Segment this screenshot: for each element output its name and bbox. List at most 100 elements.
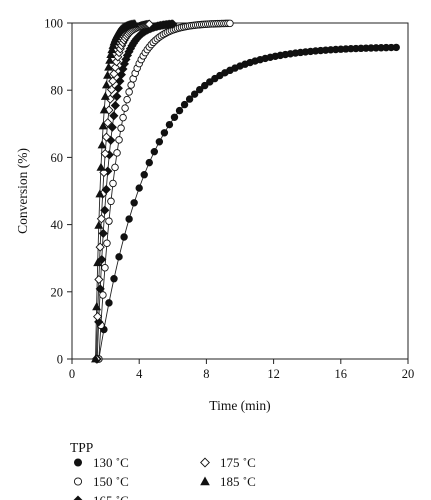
legend-entry: 130 ˚C (74, 455, 129, 470)
data-point (93, 311, 103, 322)
data-point (160, 129, 169, 137)
data-point (96, 162, 106, 171)
data-point (97, 140, 107, 149)
data-point (107, 45, 117, 54)
data-point (109, 179, 117, 188)
data-point (201, 81, 209, 90)
data-point (113, 149, 121, 157)
legend-label: 175 ˚C (220, 455, 256, 470)
data-point (206, 78, 214, 86)
x-tick-label: 20 (402, 367, 415, 381)
data-point (123, 95, 131, 104)
x-tick-label: 4 (136, 367, 143, 381)
y-axis-title: Conversion (%) (15, 148, 30, 234)
legend-marker (200, 457, 210, 468)
data-point (100, 91, 110, 100)
data-point (190, 90, 199, 98)
legend-marker (73, 477, 83, 486)
x-axis-title: Time (min) (209, 398, 270, 413)
data-point (105, 217, 113, 225)
data-point (155, 138, 164, 146)
series-point-group (91, 19, 140, 363)
legend-marker (73, 495, 83, 500)
legend-marker (74, 458, 83, 467)
data-point (112, 91, 122, 102)
x-tick-label: 12 (267, 367, 280, 381)
data-point (99, 105, 109, 114)
data-point (104, 105, 114, 115)
data-point (95, 284, 105, 294)
series-point-group (95, 19, 234, 363)
data-point (108, 76, 118, 86)
plot-axes (71, 22, 409, 360)
data-point (101, 80, 111, 89)
data-point (107, 197, 115, 206)
x-tick-label: 0 (69, 367, 75, 381)
data-point (392, 43, 400, 52)
data-point (105, 299, 113, 307)
data-point (125, 88, 133, 96)
data-point (180, 100, 189, 109)
legend-entry: 175 ˚C (200, 455, 256, 470)
y-tick-label: 100 (44, 17, 63, 31)
data-point (100, 148, 110, 159)
legend-label: 150 ˚C (93, 474, 129, 489)
legend-label: 165 ˚C (93, 493, 129, 500)
data-point (92, 302, 102, 311)
data-point (175, 106, 184, 115)
data-point (120, 233, 128, 241)
data-point (95, 189, 105, 198)
data-point (113, 83, 123, 93)
data-point (110, 275, 118, 283)
plot-frame (71, 22, 409, 360)
y-tick-label: 40 (51, 218, 64, 232)
x-tick-label: 8 (203, 367, 209, 381)
data-point (110, 100, 120, 111)
series-line (98, 46, 398, 360)
data-point (145, 158, 153, 167)
data-point (150, 147, 159, 156)
legend: TPP 130 ˚C 150 ˚C 165 ˚C 175 ˚C 185 ˚C (70, 440, 256, 500)
data-point (168, 19, 178, 29)
series-point-group (95, 43, 400, 363)
data-point (101, 132, 112, 142)
data-point (115, 253, 123, 261)
legend-label: 185 ˚C (220, 474, 256, 489)
data-point (117, 124, 125, 132)
y-tick-label: 80 (51, 84, 64, 98)
data-point (140, 171, 148, 179)
data-point (96, 214, 106, 224)
data-point (127, 81, 135, 89)
data-point (109, 69, 119, 79)
data-point (165, 120, 174, 129)
data-point (106, 49, 116, 58)
series-curve-group (98, 46, 398, 360)
data-point (103, 118, 113, 128)
data-point (226, 19, 234, 28)
x-axis-ticks: 0 4 8 12 16 20 (69, 359, 414, 381)
data-point (130, 19, 140, 28)
x-tick-label: 16 (335, 367, 348, 381)
y-tick-label: 0 (57, 353, 63, 367)
data-point (94, 274, 104, 285)
data-point (170, 113, 179, 121)
data-point (107, 122, 117, 132)
data-point (135, 184, 143, 192)
legend-label: 130 ˚C (93, 455, 129, 470)
data-point (144, 19, 154, 29)
data-point (95, 242, 105, 252)
data-point (98, 228, 108, 239)
data-point (185, 95, 194, 103)
data-point (103, 239, 111, 247)
data-point (111, 163, 119, 172)
data-point (93, 258, 103, 267)
data-point (104, 62, 114, 71)
legend-entry: 150 ˚C (73, 474, 129, 489)
y-axis-ticks: 0 20 40 60 80 100 (44, 17, 72, 367)
data-point (130, 199, 138, 207)
data-point (100, 205, 110, 215)
data-point (115, 76, 125, 86)
data-point (125, 215, 133, 223)
y-tick-label: 20 (51, 285, 64, 299)
